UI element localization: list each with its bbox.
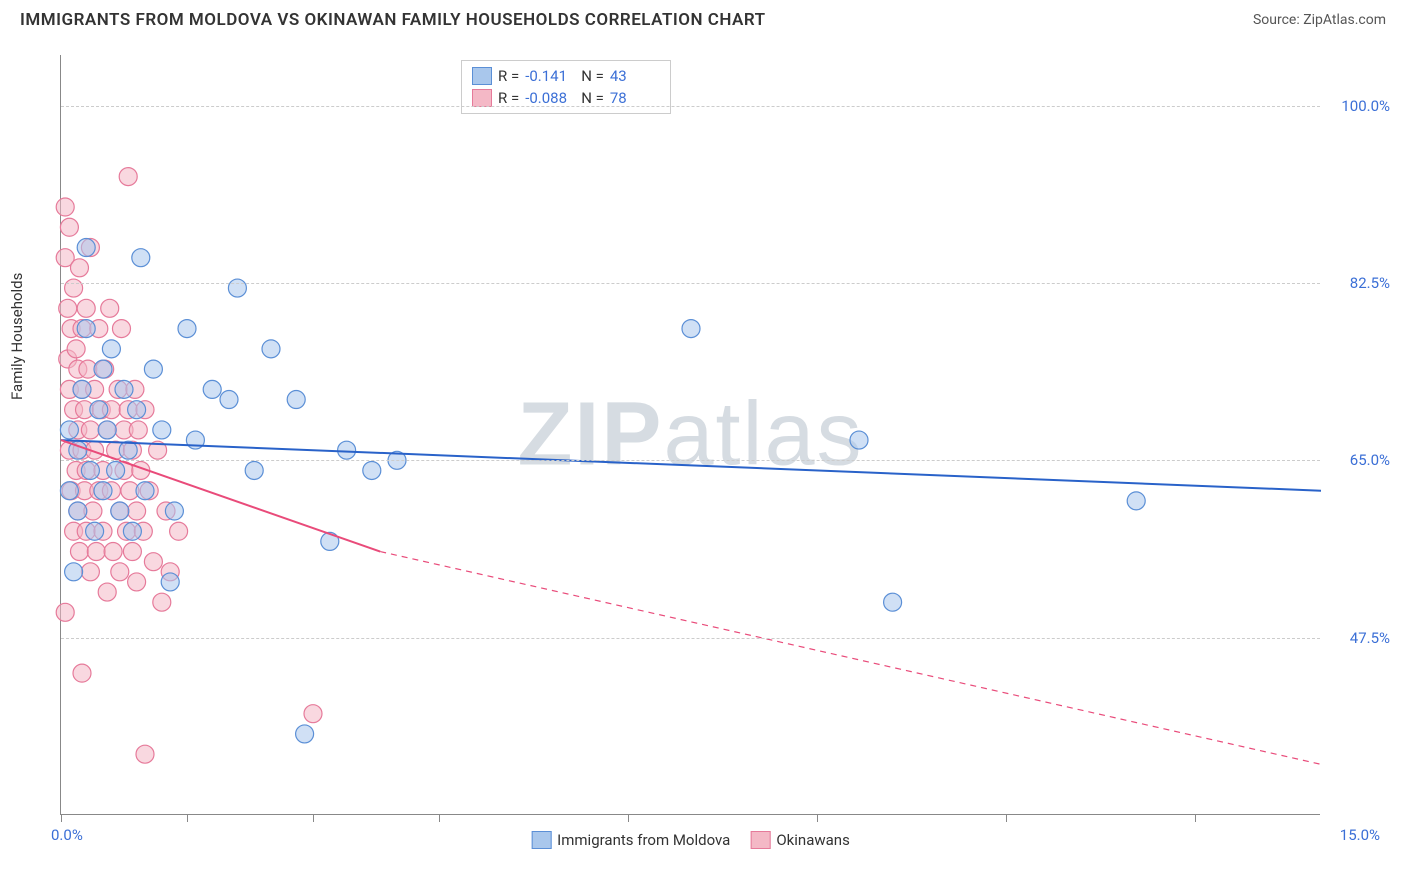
- series-legend: Immigrants from Moldova Okinawans: [531, 831, 850, 849]
- legend-label-moldova: Immigrants from Moldova: [557, 831, 730, 849]
- okinawans-swatch-icon: [750, 831, 770, 849]
- x-tick: [628, 814, 629, 822]
- gridline: [61, 460, 1320, 461]
- x-tick: [187, 814, 188, 822]
- legend-item-okinawans: Okinawans: [750, 831, 849, 849]
- x-tick: [1006, 814, 1007, 822]
- okinawans-r-value: -0.088: [525, 89, 575, 107]
- source-prefix: Source:: [1253, 12, 1303, 28]
- r-label: R =: [498, 89, 519, 107]
- plot-svg: [61, 55, 1320, 814]
- okinawans-n-value: 78: [610, 89, 660, 107]
- gridline: [61, 106, 1320, 107]
- x-tick: [439, 814, 440, 822]
- y-tick-label: 47.5%: [1330, 629, 1390, 647]
- moldova-n-value: 43: [610, 67, 660, 85]
- moldova-swatch-icon: [472, 67, 492, 85]
- gridline: [61, 638, 1320, 639]
- moldova-r-value: -0.141: [525, 67, 575, 85]
- x-tick: [817, 814, 818, 822]
- x-tick: [61, 814, 62, 822]
- stats-row-moldova: R = -0.141 N = 43: [472, 65, 660, 87]
- legend-label-okinawans: Okinawans: [776, 831, 849, 849]
- y-tick-label: 65.0%: [1330, 451, 1390, 469]
- moldova-swatch-icon: [531, 831, 551, 849]
- y-axis-label: Family Households: [8, 273, 26, 400]
- legend-item-moldova: Immigrants from Moldova: [531, 831, 730, 849]
- okinawans-swatch-icon: [472, 89, 492, 107]
- scatter-chart: ZIPatlas R = -0.141 N = 43 R = -0.088 N …: [60, 55, 1320, 815]
- n-label: N =: [581, 89, 604, 107]
- x-tick: [313, 814, 314, 822]
- gridline: [61, 283, 1320, 284]
- r-label: R =: [498, 67, 519, 85]
- n-label: N =: [581, 67, 604, 85]
- x-tick: [1195, 814, 1196, 822]
- x-axis-max-label: 15.0%: [1340, 826, 1380, 844]
- y-tick-label: 100.0%: [1330, 97, 1390, 115]
- source-link[interactable]: ZipAtlas.com: [1303, 12, 1386, 28]
- x-axis-min-label: 0.0%: [51, 826, 83, 844]
- y-tick-label: 82.5%: [1330, 274, 1390, 292]
- source-attribution: Source: ZipAtlas.com: [1253, 12, 1386, 28]
- chart-header: IMMIGRANTS FROM MOLDOVA VS OKINAWAN FAMI…: [0, 0, 1406, 35]
- chart-title: IMMIGRANTS FROM MOLDOVA VS OKINAWAN FAMI…: [20, 10, 766, 30]
